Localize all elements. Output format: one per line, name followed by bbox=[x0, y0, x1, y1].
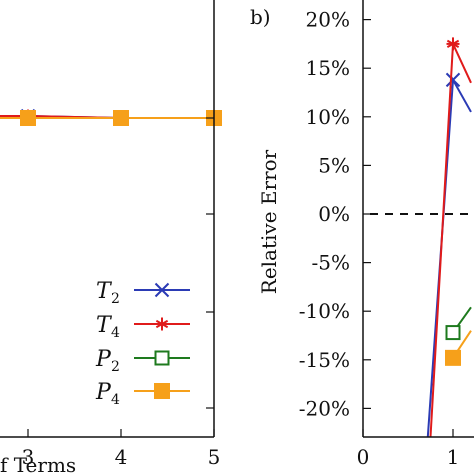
y-tick-label: -5% bbox=[312, 251, 351, 275]
legend-subscript: 2 bbox=[111, 359, 120, 375]
x-tick-label: 1 bbox=[447, 445, 460, 469]
legend-label: T bbox=[96, 279, 113, 304]
data-point-P4 bbox=[445, 349, 461, 366]
legend-marker-stroke bbox=[154, 282, 170, 298]
y-tick-label: 5% bbox=[318, 153, 350, 177]
y-tick-label: 10% bbox=[306, 105, 350, 129]
y-tick-label: -15% bbox=[299, 348, 350, 372]
legend-label: P bbox=[95, 347, 112, 372]
y-tick-label: 0% bbox=[318, 202, 350, 226]
legend-marker bbox=[154, 282, 170, 298]
panel-b: b) Relative Error 20% 15% 10% 5% 0% -5% -10% -1… bbox=[250, 0, 474, 469]
panel-b-marks bbox=[370, 37, 474, 438]
legend-subscript: 4 bbox=[111, 392, 120, 408]
panel-b-y-axis-label: Relative Error bbox=[257, 149, 281, 294]
y-tick-label: 15% bbox=[306, 56, 350, 80]
data-point-T2 bbox=[445, 72, 461, 88]
panel-b-y-tick-labels: 20% 15% 10% 5% 0% -5% -10% -15% -20% bbox=[299, 8, 350, 421]
x-tick-label: 5 bbox=[208, 445, 221, 469]
y-tick-label: -20% bbox=[299, 396, 350, 420]
legend-marker bbox=[154, 383, 170, 399]
x-tick-label: 0 bbox=[357, 445, 370, 469]
panel-a-marks bbox=[0, 108, 222, 126]
legend: T 2T 4P 2P 4 bbox=[95, 279, 190, 408]
legend-subscript: 4 bbox=[111, 325, 120, 341]
legend-marker bbox=[155, 317, 169, 331]
legend-marker bbox=[154, 350, 170, 366]
data-point-P4 bbox=[20, 110, 36, 126]
panel-a-x-ticks: 3 4 5 bbox=[22, 429, 221, 469]
legend-subscript: 2 bbox=[111, 291, 120, 307]
panel-a-x-axis-label: f Terms bbox=[0, 453, 76, 474]
panel-b-label: b) bbox=[250, 5, 271, 29]
y-tick-label: -10% bbox=[299, 299, 350, 323]
legend-label: T bbox=[96, 313, 113, 338]
data-point-T4 bbox=[446, 37, 460, 51]
y-tick-label: 20% bbox=[306, 8, 350, 32]
data-point-T2-stroke bbox=[445, 72, 461, 88]
data-point-P2 bbox=[445, 325, 461, 341]
data-point-P4 bbox=[113, 110, 129, 126]
x-tick-label: 3 bbox=[22, 445, 35, 469]
x-tick-label: 4 bbox=[115, 445, 128, 469]
legend-label: P bbox=[95, 380, 112, 405]
panel-b-ticks bbox=[362, 19, 454, 437]
panel-a-y-ticks bbox=[206, 117, 214, 409]
